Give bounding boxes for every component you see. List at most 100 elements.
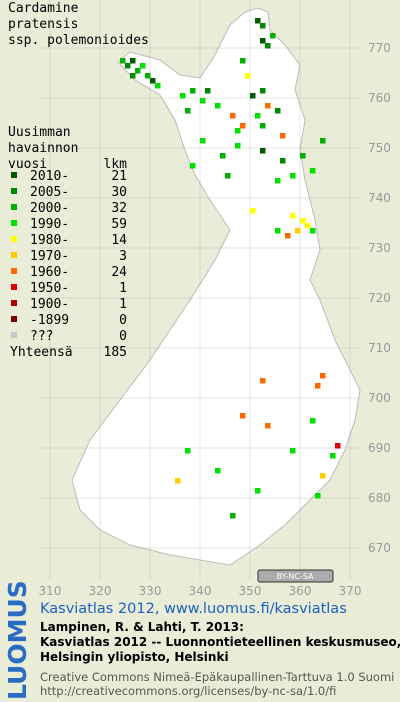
legend-label: 1960- (30, 265, 69, 280)
legend-swatch (11, 188, 17, 194)
record-square (220, 153, 226, 159)
y-tick-label: 750 (368, 141, 391, 155)
legend-count-heading: lkm (104, 157, 128, 172)
legend-label: -1899 (30, 313, 69, 328)
legend-label: 1950- (30, 281, 69, 296)
y-tick-label: 670 (368, 541, 391, 555)
legend-count: 0 (119, 329, 127, 344)
record-square (190, 163, 196, 169)
title-line: Cardamine (8, 1, 79, 16)
y-tick-label: 690 (368, 441, 391, 455)
legend-heading: havainnon (8, 141, 78, 156)
x-tick-label: 340 (189, 584, 212, 598)
record-square (185, 108, 191, 114)
legend-count: 59 (111, 217, 127, 232)
record-square (320, 373, 326, 379)
record-square (260, 88, 266, 94)
record-square (230, 513, 236, 519)
record-square (125, 63, 131, 69)
legend-swatch (11, 300, 17, 306)
record-square (260, 148, 266, 154)
record-square (215, 103, 221, 109)
record-square (265, 103, 271, 109)
record-square (285, 233, 291, 239)
x-tick-label: 370 (339, 584, 362, 598)
citation: Kasviatlas 2012 -- Luonnontieteellinen k… (40, 635, 400, 649)
total-label: Yhteensä (10, 345, 73, 360)
record-square (130, 58, 136, 64)
y-tick-label: 760 (368, 91, 391, 105)
record-square (150, 78, 156, 84)
record-square (310, 168, 316, 174)
record-square (185, 448, 191, 454)
record-square (260, 378, 266, 384)
legend-count: 32 (111, 201, 127, 216)
record-square (255, 113, 261, 119)
y-tick-label: 720 (368, 291, 391, 305)
finland-outline (71, 7, 361, 566)
record-square (295, 228, 301, 234)
record-square (310, 228, 316, 234)
y-tick-label: 730 (368, 241, 391, 255)
record-square (255, 488, 261, 494)
legend-swatch (11, 268, 17, 274)
record-square (200, 98, 206, 104)
license: Creative Commons Nimeä-Epäkaupallinen-Ta… (40, 670, 394, 684)
record-square (230, 113, 236, 119)
record-square (235, 143, 241, 149)
record-square (240, 58, 246, 64)
license: http://creativecommons.org/licenses/by-n… (40, 684, 336, 698)
link: Kasviatlas 2012, www.luomus.fi/kasviatla… (40, 601, 347, 617)
legend-count: 0 (119, 313, 127, 328)
record-square (280, 133, 286, 139)
record-square (275, 108, 281, 114)
legend-swatch (11, 332, 17, 338)
record-square (250, 208, 256, 214)
record-square (290, 213, 296, 219)
record-square (260, 38, 266, 44)
record-square (250, 93, 256, 99)
legend-swatch (11, 316, 17, 322)
record-square (315, 383, 321, 389)
record-square (300, 218, 306, 224)
record-square (265, 43, 271, 49)
record-square (265, 423, 271, 429)
y-tick-label: 710 (368, 341, 391, 355)
record-square (145, 73, 151, 79)
record-square (305, 223, 311, 229)
logo: LUOMUS (3, 580, 32, 700)
record-square (175, 478, 181, 484)
record-square (130, 73, 136, 79)
legend-swatch (11, 236, 17, 242)
record-square (275, 228, 281, 234)
record-square (270, 33, 276, 39)
legend-swatch (11, 284, 17, 290)
record-square (120, 58, 126, 64)
legend-label: 1990- (30, 217, 69, 232)
legend-swatch (11, 204, 17, 210)
x-tick-label: 350 (239, 584, 262, 598)
legend-label: 1900- (30, 297, 69, 312)
record-square (245, 73, 251, 79)
title-line: ssp. polemonioides (8, 33, 149, 48)
record-square (140, 63, 146, 69)
y-tick-label: 770 (368, 41, 391, 55)
legend-count: 21 (111, 169, 127, 184)
cc-badge (257, 569, 334, 583)
legend-count: 24 (111, 265, 127, 280)
legend-label: 2010- (30, 169, 69, 184)
record-square (135, 68, 141, 74)
record-square (310, 418, 316, 424)
legend-label: 2000- (30, 201, 69, 216)
record-square (260, 23, 266, 29)
legend-heading: vuosi (8, 157, 47, 172)
record-square (215, 468, 221, 474)
legend-heading: Uusimman (8, 125, 71, 140)
x-tick-label: 360 (289, 584, 312, 598)
x-tick-label: 330 (139, 584, 162, 598)
legend-swatch (11, 172, 17, 178)
x-tick-label: 320 (89, 584, 112, 598)
record-square (190, 88, 196, 94)
record-square (155, 83, 161, 89)
